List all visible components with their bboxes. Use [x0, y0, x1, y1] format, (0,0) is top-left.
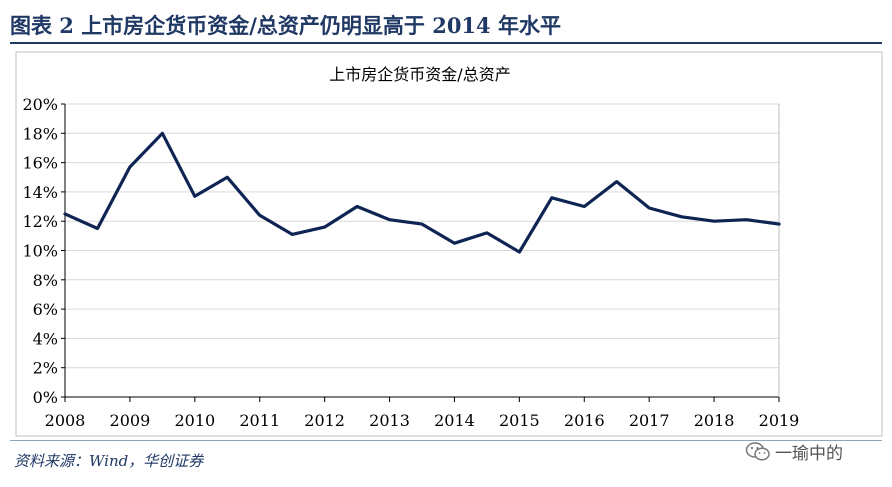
- data-point: [226, 176, 229, 179]
- data-point: [291, 233, 294, 236]
- y-tick-label: 16%: [22, 154, 58, 173]
- x-tick-label: 2011: [239, 411, 280, 430]
- data-point: [63, 212, 67, 216]
- data-point: [583, 205, 586, 208]
- y-tick-label: 8%: [33, 271, 58, 290]
- x-tick-label: 2016: [564, 411, 605, 430]
- data-point: [355, 205, 359, 208]
- data-point: [258, 214, 261, 217]
- y-tick-label: 18%: [22, 124, 58, 143]
- y-tick-label: 4%: [33, 329, 58, 348]
- y-tick-labels: 0% 2% 4% 6% 8% 10% 12% 14% 16% 18% 20%: [22, 95, 58, 407]
- source-note: 资料来源：Wind，华创证券: [14, 452, 204, 470]
- x-tick-label: 2010: [174, 411, 215, 430]
- data-point: [745, 218, 748, 221]
- x-tick-label: 2013: [369, 411, 410, 430]
- data-point: [420, 222, 424, 226]
- y-tick-label: 10%: [22, 242, 58, 261]
- data-point: [518, 250, 521, 254]
- series-line: [63, 131, 781, 254]
- data-point: [96, 227, 99, 230]
- y-tick-label: 14%: [22, 183, 58, 202]
- gridlines: [65, 103, 779, 369]
- y-tick-label: 6%: [33, 300, 58, 319]
- data-point: [712, 220, 716, 223]
- chart-title: 上市房企货币资金/总资产: [329, 65, 510, 84]
- axes: [61, 103, 780, 402]
- watermark: 一瑜中的: [745, 439, 843, 464]
- data-point: [615, 180, 618, 183]
- x-tick-label: 2012: [304, 411, 345, 430]
- x-tick-label: 2008: [45, 411, 86, 430]
- title-rule: [10, 42, 882, 44]
- y-tick-label: 20%: [22, 95, 58, 114]
- y-tick-label: 12%: [22, 212, 58, 231]
- data-point: [680, 215, 683, 218]
- figure-title: 图表 2 上市房企货币资金/总资产仍明显高于 2014 年水平: [10, 13, 561, 38]
- data-point: [161, 132, 164, 135]
- data-point: [453, 242, 456, 245]
- data-point: [193, 195, 196, 198]
- data-point: [323, 225, 326, 229]
- data-point: [550, 196, 553, 199]
- x-tick-label: 2018: [694, 411, 735, 430]
- x-tick-labels: 2008 2009 2010 2011 2012 2013 2014 2015 2016 2017…: [45, 411, 800, 430]
- data-point: [648, 206, 651, 210]
- y-tick-label: 2%: [33, 359, 58, 378]
- data-point: [485, 231, 489, 235]
- data-point: [128, 165, 132, 169]
- wechat-icon: [745, 441, 770, 461]
- x-tick-label: 2014: [434, 411, 475, 430]
- footer-rule: [10, 440, 882, 441]
- watermark-text: 一瑜中的: [775, 444, 843, 464]
- x-tick-label: 2017: [629, 411, 670, 430]
- x-tick-label: 2015: [499, 411, 540, 430]
- data-point: [388, 218, 391, 221]
- data-point: [777, 222, 781, 226]
- x-tick-label: 2009: [110, 411, 151, 430]
- chart-frame: [15, 51, 883, 437]
- y-tick-label: 0%: [33, 388, 58, 407]
- x-tick-label: 2019: [759, 411, 800, 430]
- series: [63, 131, 781, 254]
